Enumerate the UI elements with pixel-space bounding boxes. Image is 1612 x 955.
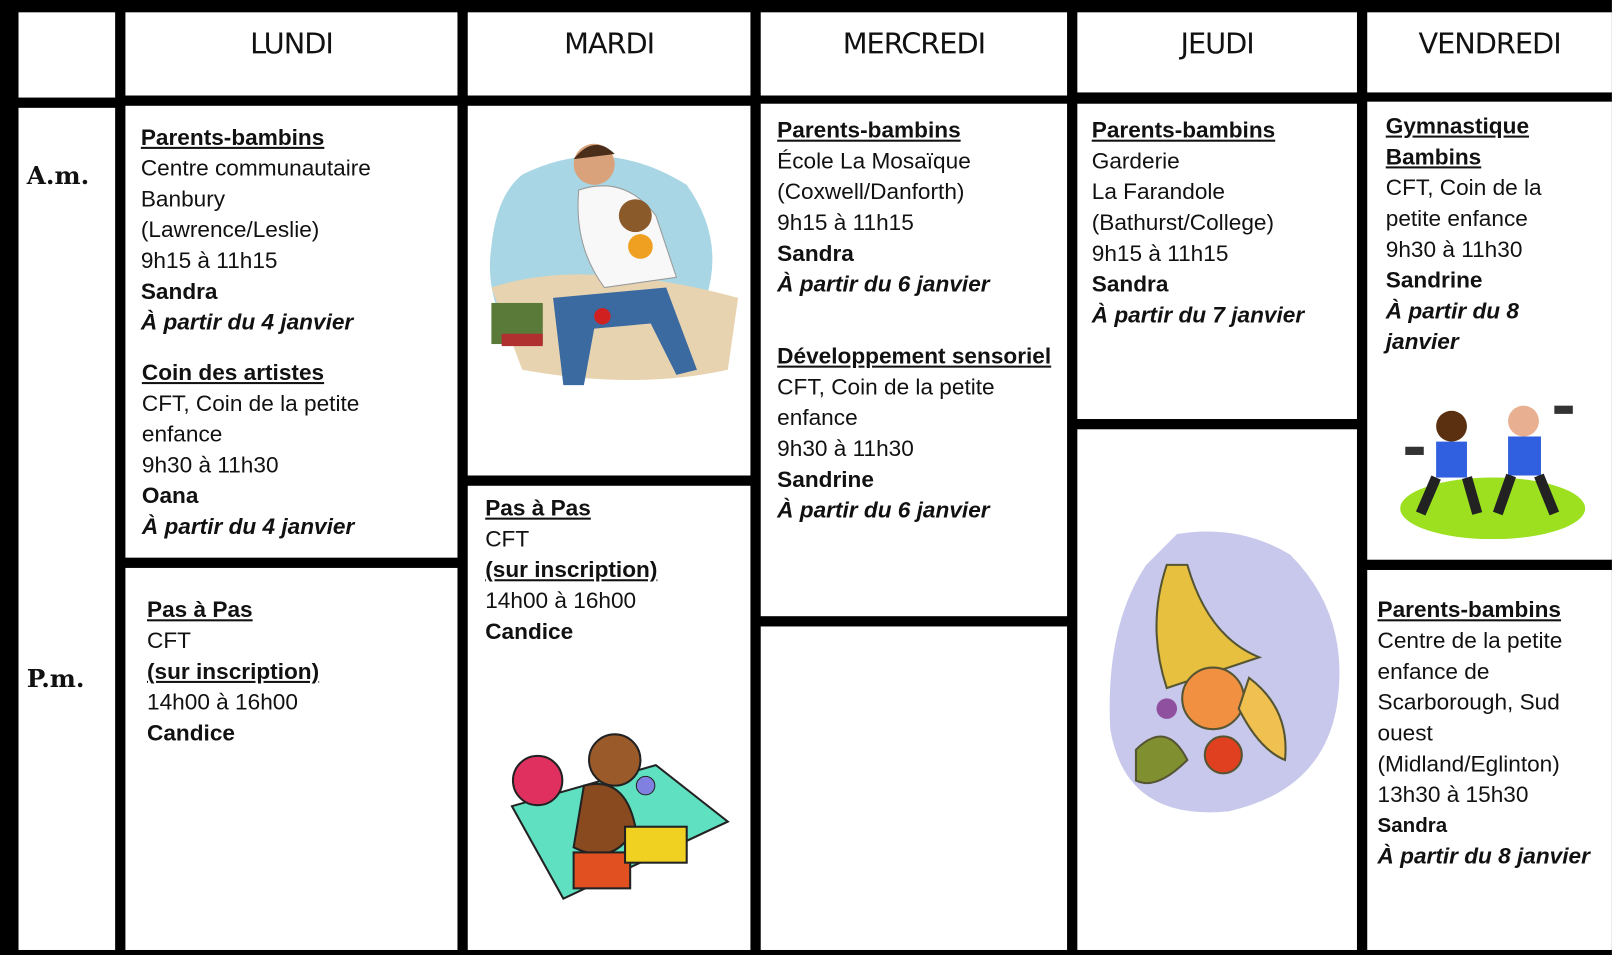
am-cell <box>125 105 458 558</box>
day-header: LUNDI <box>250 26 334 61</box>
activity-line: À partir du 7 janvier <box>1091 301 1305 328</box>
activity-line: 13h30 à 15h30 <box>1377 781 1529 808</box>
activity-block: Développement sensoriel CFT, Coin de la p… <box>777 341 1065 526</box>
pm-cell <box>1367 569 1612 950</box>
day-header-cell <box>760 12 1068 96</box>
day-header: JEUDI <box>1180 26 1255 61</box>
activity-block: Pas à Pas CFT (sur inscription) 14h00 à 16h… <box>485 493 742 647</box>
activity-line: (Lawrence/Leslie) <box>140 216 320 243</box>
activity-line: Candice <box>147 719 235 746</box>
day-header-cell <box>467 12 751 96</box>
activity-line: La Farandole <box>1091 178 1226 205</box>
activity-line: 9h30 à 11h30 <box>141 451 279 478</box>
activity-line: CFT, Coin de la petite enfance <box>141 390 360 447</box>
activity-line: À partir du 6 janvier <box>777 497 990 523</box>
gym-clipart <box>1400 405 1586 540</box>
day-header-cell <box>1367 12 1612 93</box>
activity-line: (sur inscription) <box>147 658 320 684</box>
activity-line: Parents-bambins <box>140 124 325 150</box>
activity-line: 9h30 à 11h30 <box>777 435 914 462</box>
row-label: P.m. <box>26 663 85 694</box>
am-cell <box>1077 103 1357 420</box>
activity-line: CFT <box>485 525 530 552</box>
activity-line: CFT <box>147 627 191 654</box>
activity-line: Centre communautaire Banbury <box>140 155 371 212</box>
activity-block: Parents-bambins Garderie La Farandole (Bath… <box>1092 115 1328 331</box>
activity-line: Sandrine <box>777 466 874 492</box>
day-header-cell <box>1077 12 1357 93</box>
day-header: MERCREDI <box>842 26 986 61</box>
activity-block: Parents-bambins Centre communautaire Banb… <box>141 122 439 338</box>
activity-line: Gymnastique Bambins <box>1385 112 1530 170</box>
activity-line: Garderie <box>1091 147 1180 174</box>
activity-line: Candice <box>485 618 574 644</box>
baby-clipart <box>510 733 730 900</box>
activity-line: Sandra <box>140 278 218 304</box>
activity-block: Coin des artistes CFT, Coin de la petite … <box>142 357 440 542</box>
activity-line: Sandra <box>1091 271 1169 297</box>
activity-line: (Bathurst/College) <box>1091 209 1275 236</box>
corner-cell <box>18 12 116 98</box>
am-cell <box>760 103 1068 617</box>
activity-line: À partir du 8 janvier <box>1377 843 1590 869</box>
activity-line: Coin des artistes <box>141 359 325 386</box>
activity-line: 9h15 à 11h15 <box>140 247 278 274</box>
activity-line: Développement sensoriel <box>777 343 1052 369</box>
activity-line: À partir du 6 janvier <box>777 271 990 297</box>
activity-line: 14h00 à 16h00 <box>485 587 637 614</box>
activity-line: Parents-bambins <box>1091 117 1276 143</box>
activity-block: Gymnastique Bambins CFT, Coin de la petit… <box>1386 111 1592 357</box>
activity-line: CFT, Coin de la petite enfance <box>1385 174 1542 232</box>
activity-line: École La Mosaïque <box>777 147 971 174</box>
row-label: A.m. <box>26 160 90 190</box>
activity-line: Sandra <box>1377 814 1448 838</box>
pm-cell <box>760 626 1068 950</box>
activity-block: Parents-bambins École La Mosaïque (Coxwell… <box>777 115 1065 300</box>
activity-line: Pas à Pas <box>147 596 253 623</box>
activity-line: 9h15 à 11h15 <box>777 209 914 236</box>
pm-cell <box>125 567 458 950</box>
activity-line: (sur inscription) <box>485 556 658 583</box>
day-header: VENDREDI <box>1418 26 1561 61</box>
activity-block: Parents-bambins Centre de la petite enfan… <box>1378 595 1602 872</box>
activity-line: Pas à Pas <box>485 495 591 521</box>
activity-line: 9h15 à 11h15 <box>1091 240 1229 266</box>
activity-line: Sandra <box>777 240 854 266</box>
activity-line: 14h00 à 16h00 <box>147 689 298 715</box>
activity-line: (Coxwell/Danforth) <box>777 178 965 205</box>
man-clipart <box>489 143 739 386</box>
activity-line: À partir du 4 janvier <box>141 513 355 540</box>
activity-line: Oana <box>141 482 199 509</box>
activity-line: Sandrine <box>1385 267 1483 293</box>
cornucopia-clipart <box>1109 531 1340 813</box>
activity-line: 9h30 à 11h30 <box>1385 236 1523 262</box>
row-label-cell <box>18 107 116 950</box>
activity-block: Pas à Pas CFT (sur inscription) 14h00 à 16h… <box>147 595 435 749</box>
day-header-cell <box>125 12 458 96</box>
activity-line: Parents-bambins <box>1377 596 1562 623</box>
activity-line: À partir du 8 janvier <box>1385 297 1519 355</box>
activity-line: CFT, Coin de la petite enfance <box>777 373 995 431</box>
activity-line: Parents-bambins <box>777 117 961 143</box>
day-header: MARDI <box>564 26 655 61</box>
activity-line: À partir du 4 janvier <box>140 309 354 335</box>
activity-line: (Midland/Eglinton) <box>1377 750 1560 777</box>
activity-line: Centre de la petite enfance de Scarborou… <box>1377 627 1563 746</box>
